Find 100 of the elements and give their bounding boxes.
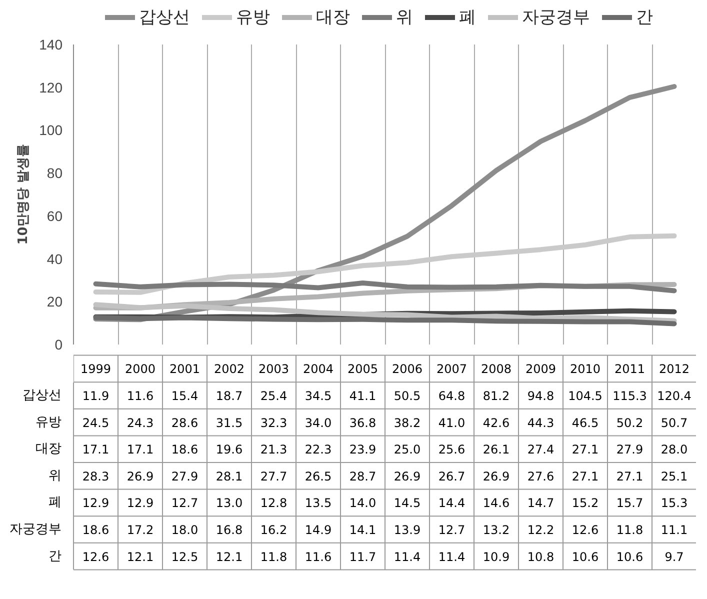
data-label: 28.6	[171, 416, 198, 430]
data-label: 12.6	[82, 550, 110, 564]
data-label: 27.1	[572, 469, 599, 484]
data-label: 11.7	[349, 550, 376, 564]
data-label: 14.6	[482, 496, 510, 510]
data-label: 26.9	[394, 469, 421, 484]
data-label: 11.1	[660, 522, 688, 537]
data-label: 41.1	[349, 389, 376, 403]
x-tick-label: 2004	[302, 362, 334, 376]
data-label: 11.6	[126, 389, 154, 403]
data-label: 25.1	[660, 469, 688, 484]
data-label: 34.5	[304, 389, 332, 403]
x-tick-label: 2011	[614, 362, 646, 376]
y-tick-label: 20	[46, 294, 63, 310]
data-label: 13.2	[482, 522, 510, 537]
data-label: 44.3	[527, 416, 554, 430]
data-label: 11.8	[616, 522, 644, 537]
data-label: 28.3	[82, 469, 110, 484]
data-label: 14.1	[349, 522, 376, 537]
data-label: 15.7	[616, 496, 644, 510]
x-tick-label: 1999	[80, 362, 112, 376]
data-label: 12.9	[126, 496, 154, 510]
data-label: 36.8	[349, 416, 376, 430]
data-label: 25.0	[394, 442, 421, 457]
x-tick-label: 2007	[436, 362, 468, 376]
data-label: 25.6	[438, 442, 466, 457]
data-label: 14.7	[527, 496, 554, 510]
data-label: 18.6	[82, 522, 110, 537]
x-tick-label: 2001	[169, 362, 200, 376]
data-label: 28.7	[349, 469, 376, 484]
text: 폐	[48, 495, 62, 510]
data-label: 120.4	[657, 389, 692, 403]
data-label: 12.1	[126, 550, 154, 564]
y-tick-label: 0	[54, 336, 63, 352]
data-label: 12.8	[260, 496, 288, 510]
data-label: 15.4	[171, 389, 198, 403]
x-tick-label: 2010	[570, 362, 601, 376]
data-label: 81.2	[482, 389, 510, 403]
x-tick-label: 2009	[525, 362, 556, 376]
data-label: 50.7	[660, 416, 688, 430]
data-label: 24.5	[82, 416, 110, 430]
data-label: 26.7	[438, 469, 466, 484]
text: 대장	[36, 442, 62, 457]
data-label: 25.4	[260, 389, 288, 403]
data-label: 26.9	[482, 469, 510, 484]
x-tick-label: 2002	[214, 362, 245, 376]
data-label: 22.3	[304, 442, 332, 457]
data-label: 15.2	[572, 496, 599, 510]
y-axis-title: 10만명당 발생률	[16, 144, 32, 245]
data-label: 10.6	[572, 550, 599, 564]
data-label: 16.2	[260, 522, 288, 537]
data-label: 18.0	[171, 522, 198, 537]
y-tick-label: 80	[46, 165, 63, 182]
data-label: 10.9	[482, 550, 510, 564]
data-label: 27.7	[260, 469, 288, 484]
data-label: 42.6	[482, 416, 510, 430]
data-label: 11.6	[304, 550, 332, 564]
data-label: 27.9	[616, 442, 644, 457]
y-tick-label: 40	[46, 250, 63, 267]
x-tick-label: 2000	[124, 362, 156, 376]
x-tick-label: 2003	[258, 362, 290, 376]
text: 갑상선	[22, 388, 62, 403]
data-label: 12.7	[438, 522, 466, 537]
x-tick-label: 2008	[480, 362, 512, 376]
text: 위	[48, 468, 62, 484]
legend-label: 유방	[236, 8, 270, 28]
data-label: 27.1	[616, 469, 644, 484]
legend-label: 갑상선	[139, 8, 190, 28]
data-label: 104.5	[568, 389, 602, 403]
data-label: 46.5	[572, 416, 599, 430]
data-label: 12.6	[572, 522, 599, 537]
data-label: 34.0	[304, 416, 332, 430]
x-tick-label: 2005	[347, 362, 378, 376]
data-label: 11.4	[394, 550, 421, 564]
data-label: 11.9	[82, 389, 110, 403]
y-tick-label: 60	[46, 208, 63, 224]
legend-label: 폐	[459, 8, 476, 28]
data-label: 16.8	[216, 522, 243, 537]
data-label: 17.1	[82, 442, 110, 457]
data-label: 27.6	[527, 469, 554, 484]
data-label: 10.6	[616, 550, 644, 564]
data-label: 15.3	[660, 496, 688, 510]
data-label: 21.3	[260, 442, 288, 457]
data-label: 94.8	[527, 389, 554, 403]
data-label: 17.2	[126, 522, 154, 537]
data-label: 32.3	[260, 416, 288, 430]
y-tick-label: 140	[39, 36, 63, 52]
data-label: 13.0	[216, 496, 243, 510]
data-label: 24.3	[126, 416, 154, 430]
data-label: 26.5	[304, 469, 332, 484]
data-label: 50.2	[616, 416, 644, 430]
data-label: 64.8	[438, 389, 466, 403]
data-label: 27.4	[527, 442, 554, 457]
data-label: 41.0	[438, 416, 466, 430]
data-label: 10.8	[527, 550, 554, 564]
data-label: 12.1	[216, 550, 243, 564]
data-label: 13.5	[304, 496, 332, 510]
data-label: 14.5	[394, 496, 421, 510]
data-label: 23.9	[349, 442, 376, 457]
y-tick-label: 120	[39, 79, 63, 96]
